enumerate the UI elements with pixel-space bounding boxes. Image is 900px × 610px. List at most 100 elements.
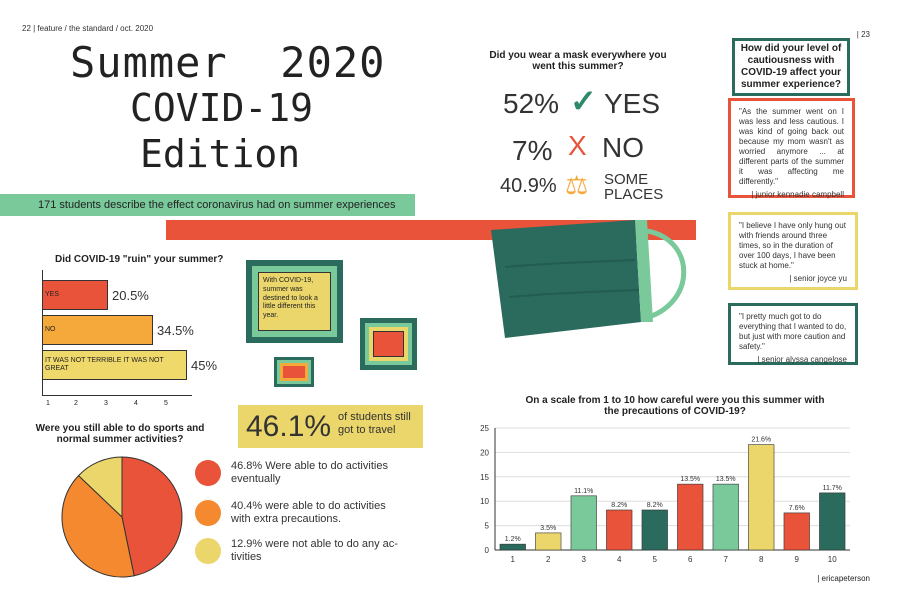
bar-value-label: 8.2% bbox=[611, 502, 627, 509]
frame-small bbox=[274, 357, 314, 387]
y-tick-label: 15 bbox=[480, 473, 489, 482]
x-tick-label: 2 bbox=[546, 555, 551, 564]
mask-some-pct: 40.9% bbox=[500, 175, 557, 197]
bar-value-label: 21.6% bbox=[751, 437, 771, 444]
quote-campbell: "As the summer went on I was less and le… bbox=[728, 98, 855, 199]
bar bbox=[783, 512, 810, 551]
mask-some-label: SOME PLACES bbox=[604, 171, 664, 203]
y-tick-label: 10 bbox=[480, 497, 489, 506]
frame-caption: With COVID-19, summer was destined to lo… bbox=[258, 272, 331, 331]
bar-value-label: 13.5% bbox=[716, 476, 736, 483]
title-line1: Summer 2020 bbox=[70, 38, 386, 87]
legend-swatch bbox=[195, 500, 221, 527]
y-tick-label: 25 bbox=[480, 424, 489, 433]
ruin-bar-value: 45% bbox=[191, 357, 218, 373]
x-tick-label: 10 bbox=[828, 555, 837, 564]
mask-no-pct: 7% bbox=[512, 135, 553, 166]
bar bbox=[499, 543, 526, 551]
travel-pct: 46.1% bbox=[246, 410, 332, 443]
pie-slice bbox=[77, 456, 123, 519]
ruin-bar: NO bbox=[42, 315, 153, 345]
ruin-tick: 4 bbox=[134, 400, 138, 407]
title-line2: COVID-19 bbox=[130, 86, 314, 130]
ruin-tick: 5 bbox=[164, 400, 168, 407]
bar bbox=[677, 483, 704, 551]
bar bbox=[535, 532, 562, 551]
bar-value-label: 3.5% bbox=[540, 525, 556, 532]
mask-question: Did you wear a mask everywhere you went … bbox=[489, 50, 667, 72]
ruin-tick: 2 bbox=[74, 400, 78, 407]
x-tick-label: 3 bbox=[582, 555, 587, 564]
quote-cangelose: "I pretty much got to do everything that… bbox=[728, 303, 858, 365]
x-tick-label: 7 bbox=[724, 555, 729, 564]
pie-slice bbox=[121, 456, 183, 577]
bar-value-label: 11.7% bbox=[823, 485, 842, 492]
sports-pie-chart bbox=[61, 456, 183, 578]
quote-text: "As the summer went on I was less and le… bbox=[739, 107, 844, 186]
x-tick-label: 6 bbox=[688, 555, 693, 564]
ruin-bar-row: YES 20.5% bbox=[42, 280, 149, 310]
travel-box: 46.1% of students still got to travel bbox=[238, 405, 423, 448]
legend-swatch bbox=[195, 538, 221, 565]
subtitle-banner bbox=[0, 194, 415, 216]
bar bbox=[606, 509, 633, 551]
x-icon: X bbox=[568, 130, 587, 161]
bar-value-label: 1.2% bbox=[505, 536, 521, 543]
folio-left: 22 | feature / the standard / oct. 2020 bbox=[22, 24, 154, 33]
legend-text: 46.8% Were able to do activities eventua… bbox=[231, 460, 388, 486]
pie-slice bbox=[61, 474, 135, 578]
scale-icon: ⚖ bbox=[565, 170, 589, 200]
caution-question: How did your level of cautiousness with … bbox=[740, 43, 842, 90]
frame-large: With COVID-19, summer was destined to lo… bbox=[246, 260, 343, 343]
bar bbox=[641, 509, 668, 551]
caution-question-box: How did your level of cautiousness with … bbox=[732, 38, 850, 96]
sports-question: Were you still able to do sports and nor… bbox=[35, 423, 205, 445]
byline: | ericapeterson bbox=[817, 574, 870, 583]
ruin-bar-row: IT WAS NOT TERRIBLE IT WAS NOT GREAT 45% bbox=[42, 350, 217, 380]
ruin-bar-value: 20.5% bbox=[112, 287, 149, 303]
bar bbox=[712, 483, 739, 551]
ruin-tick: 3 bbox=[104, 400, 108, 407]
bar bbox=[819, 492, 846, 551]
sports-legend-item: 12.9% were not able to do any ac-tivitie… bbox=[195, 538, 405, 565]
legend-text: 12.9% were not able to do any ac-tivitie… bbox=[231, 538, 398, 564]
y-tick-label: 0 bbox=[485, 546, 490, 555]
mask-yes-label: YES bbox=[604, 88, 661, 119]
quote-text: "I pretty much got to do everything that… bbox=[739, 312, 847, 351]
bar-value-label: 7.6% bbox=[789, 505, 805, 512]
legend-swatch bbox=[195, 460, 221, 487]
sports-legend-item: 46.8% Were able to do activities eventua… bbox=[195, 460, 405, 487]
quote-text: "I believe I have only hung out with fri… bbox=[739, 221, 846, 270]
mask-yes-pct: 52% bbox=[503, 88, 560, 119]
ruin-axis-x bbox=[42, 395, 192, 396]
bar bbox=[570, 495, 597, 551]
careful-bar-chart: 05101520251.2%13.5%211.1%38.2%48.2%513.5… bbox=[480, 424, 850, 564]
bar-value-label: 8.2% bbox=[647, 502, 663, 509]
bar bbox=[748, 444, 775, 551]
x-tick-label: 1 bbox=[511, 555, 516, 564]
quote-attribution: | senior alyssa cangelose bbox=[757, 355, 847, 364]
bar-value-label: 11.1% bbox=[574, 488, 593, 495]
folio-right: | 23 bbox=[856, 30, 870, 39]
y-tick-label: 20 bbox=[480, 448, 489, 457]
careful-chart-title: On a scale from 1 to 10 how careful were… bbox=[525, 395, 825, 417]
bar-value-label: 13.5% bbox=[680, 476, 700, 483]
frame-medium bbox=[360, 318, 417, 370]
legend-text: 40.4% were able to do activities with ex… bbox=[231, 500, 386, 526]
ruin-tick: 1 bbox=[46, 400, 50, 407]
quote-attribution: | senior joyce yu bbox=[789, 274, 847, 283]
sports-legend-item: 40.4% were able to do activities with ex… bbox=[195, 500, 405, 527]
quote-attribution: | junior kennadie campbell bbox=[751, 190, 844, 199]
y-tick-label: 5 bbox=[485, 522, 490, 531]
ruin-question: Did COVID-19 "ruin" your summer? bbox=[55, 254, 224, 265]
ruin-bar-row: NO 34.5% bbox=[42, 315, 194, 345]
x-tick-label: 9 bbox=[795, 555, 800, 564]
ruin-bar: YES bbox=[42, 280, 108, 310]
title-line3: Edition bbox=[140, 132, 301, 176]
x-tick-label: 5 bbox=[653, 555, 658, 564]
x-tick-label: 4 bbox=[617, 555, 622, 564]
subtitle: 171 students describe the effect coronav… bbox=[38, 199, 396, 211]
ruin-chart: YES 20.5% NO 34.5% IT WAS NOT TERRIBLE I… bbox=[42, 270, 227, 407]
check-icon: ✓ bbox=[570, 83, 597, 119]
face-mask-illustration bbox=[491, 220, 687, 338]
